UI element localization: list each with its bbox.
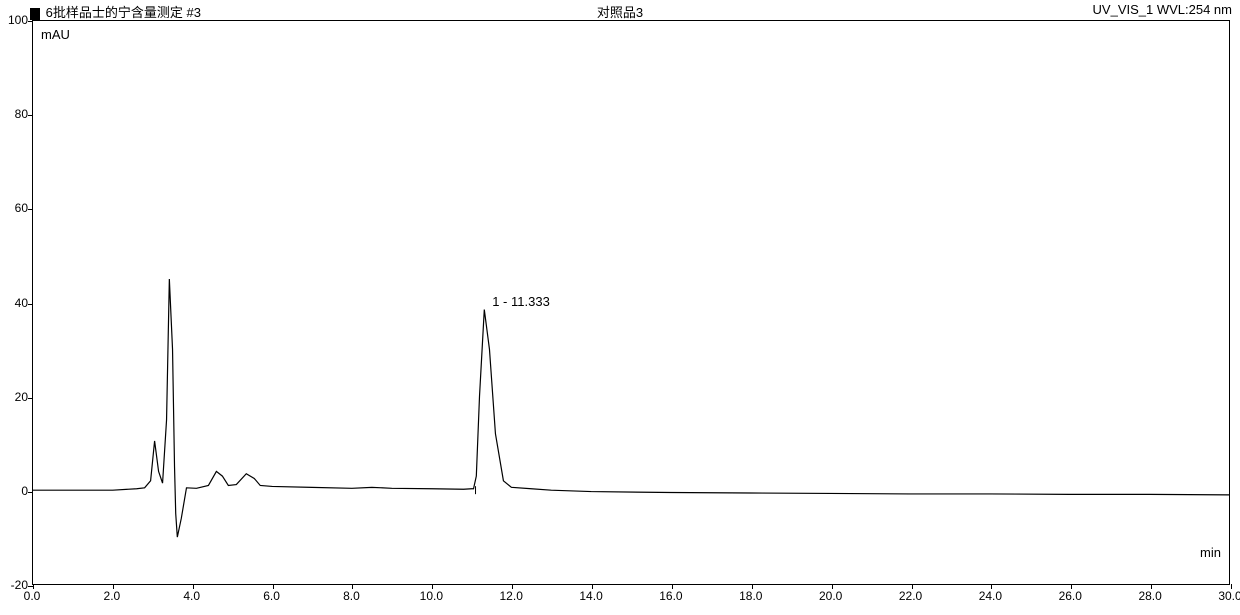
chromatogram-trace bbox=[33, 21, 1229, 584]
y-tick-mark bbox=[28, 21, 33, 22]
sample-icon bbox=[30, 8, 40, 20]
y-tick-label: 0 bbox=[21, 484, 28, 498]
x-tick-label: 4.0 bbox=[183, 589, 200, 603]
y-axis: -20020406080100 bbox=[0, 20, 30, 585]
x-tick-label: 12.0 bbox=[500, 589, 523, 603]
x-tick-label: 10.0 bbox=[420, 589, 443, 603]
y-tick-label: 100 bbox=[8, 13, 28, 27]
x-tick-label: 6.0 bbox=[263, 589, 280, 603]
x-tick-label: 14.0 bbox=[579, 589, 602, 603]
detector-label: UV_VIS_1 WVL:254 nm bbox=[1093, 2, 1232, 17]
y-tick-mark bbox=[28, 115, 33, 116]
x-tick-label: 30.0 bbox=[1218, 589, 1240, 603]
y-tick-mark bbox=[28, 492, 33, 493]
x-tick-label: 28.0 bbox=[1138, 589, 1161, 603]
x-tick-label: 24.0 bbox=[979, 589, 1002, 603]
y-tick-label: 80 bbox=[15, 107, 28, 121]
x-tick-label: 2.0 bbox=[104, 589, 121, 603]
reference-title: 对照品3 bbox=[597, 2, 643, 21]
x-tick-label: 22.0 bbox=[899, 589, 922, 603]
y-tick-label: 40 bbox=[15, 296, 28, 310]
sample-title: 6批样品士的宁含量测定 #3 bbox=[30, 2, 201, 21]
x-axis: 0.02.04.06.08.010.012.014.016.018.020.02… bbox=[32, 587, 1230, 615]
y-tick-mark bbox=[28, 398, 33, 399]
chromatogram-panel: 6批样品士的宁含量测定 #3 对照品3 UV_VIS_1 WVL:254 nm … bbox=[0, 0, 1240, 615]
chart-header: 6批样品士的宁含量测定 #3 对照品3 UV_VIS_1 WVL:254 nm bbox=[0, 2, 1240, 20]
y-tick-mark bbox=[28, 304, 33, 305]
x-tick-label: 18.0 bbox=[739, 589, 762, 603]
y-tick-label: 20 bbox=[15, 390, 28, 404]
plot-area: mAU min 1 - 11.333 bbox=[32, 20, 1230, 585]
x-tick-label: 20.0 bbox=[819, 589, 842, 603]
sample-title-text: 6批样品士的宁含量测定 #3 bbox=[46, 5, 201, 20]
x-tick-label: 8.0 bbox=[343, 589, 360, 603]
y-tick-label: 60 bbox=[15, 201, 28, 215]
y-tick-mark bbox=[28, 209, 33, 210]
peak-label: 1 - 11.333 bbox=[492, 294, 550, 309]
x-tick-label: 0.0 bbox=[24, 589, 41, 603]
x-tick-label: 26.0 bbox=[1059, 589, 1082, 603]
x-tick-label: 16.0 bbox=[659, 589, 682, 603]
